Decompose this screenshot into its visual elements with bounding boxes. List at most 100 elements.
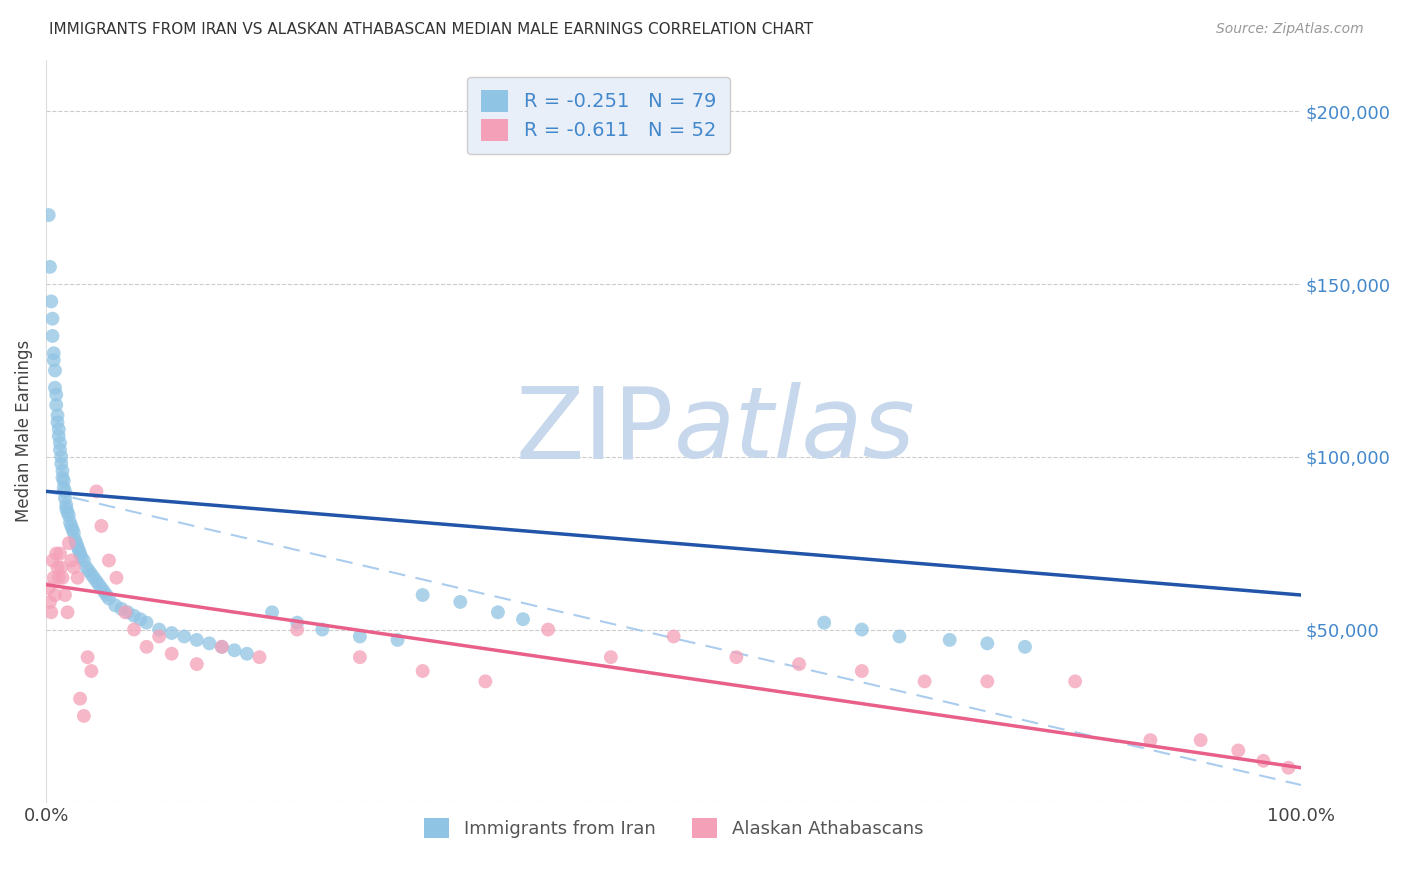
Point <box>45 387 67 401</box>
Point <box>83 571 105 585</box>
Point <box>69 547 91 561</box>
Point <box>725 650 748 665</box>
Point <box>135 615 157 630</box>
Point <box>160 647 183 661</box>
Point <box>56 605 79 619</box>
Point <box>75 560 97 574</box>
Text: atlas: atlas <box>673 383 915 479</box>
Point <box>62 560 84 574</box>
Point <box>52 474 75 488</box>
Point <box>285 615 308 630</box>
Point <box>44 363 66 377</box>
Point <box>46 415 69 429</box>
Point <box>813 615 835 630</box>
Point <box>53 491 76 506</box>
Point <box>51 457 73 471</box>
Point <box>60 519 83 533</box>
Point <box>70 549 93 564</box>
Point <box>160 626 183 640</box>
Point <box>349 650 371 665</box>
Point <box>55 498 77 512</box>
Point <box>66 571 89 585</box>
Point <box>42 571 65 585</box>
Point <box>224 643 246 657</box>
Point <box>110 602 132 616</box>
Point <box>387 632 409 647</box>
Point <box>41 553 63 567</box>
Point <box>58 508 80 523</box>
Point <box>938 632 960 647</box>
Point <box>512 612 534 626</box>
Point <box>114 605 136 619</box>
Point <box>41 329 63 343</box>
Point <box>96 588 118 602</box>
Text: IMMIGRANTS FROM IRAN VS ALASKAN ATHABASCAN MEDIAN MALE EARNINGS CORRELATION CHAR: IMMIGRANTS FROM IRAN VS ALASKAN ATHABASC… <box>49 22 813 37</box>
Point <box>52 481 75 495</box>
Point <box>135 640 157 654</box>
Point <box>93 584 115 599</box>
Point <box>173 630 195 644</box>
Point <box>51 560 73 574</box>
Point <box>486 605 509 619</box>
Point <box>44 588 66 602</box>
Point <box>787 657 810 672</box>
Point <box>349 630 371 644</box>
Point <box>65 536 87 550</box>
Point <box>53 484 76 499</box>
Point <box>42 353 65 368</box>
Point <box>67 543 90 558</box>
Point <box>122 623 145 637</box>
Point <box>58 536 80 550</box>
Point <box>412 588 434 602</box>
Text: Source: ZipAtlas.com: Source: ZipAtlas.com <box>1216 22 1364 37</box>
Y-axis label: Median Male Earnings: Median Male Earnings <box>15 340 32 522</box>
Point <box>851 664 873 678</box>
Point <box>211 640 233 654</box>
Point <box>90 581 112 595</box>
Point <box>41 311 63 326</box>
Point <box>62 522 84 536</box>
Text: ZIP: ZIP <box>515 383 673 479</box>
Point <box>39 595 62 609</box>
Point <box>39 260 62 274</box>
Point <box>599 650 621 665</box>
Point <box>1139 733 1161 747</box>
Point <box>86 574 108 589</box>
Legend: Immigrants from Iran, Alaskan Athabascans: Immigrants from Iran, Alaskan Athabascan… <box>418 811 931 846</box>
Point <box>39 294 62 309</box>
Point <box>105 571 128 585</box>
Point <box>49 547 72 561</box>
Point <box>914 674 936 689</box>
Point <box>249 650 271 665</box>
Point <box>117 605 139 619</box>
Point <box>38 581 60 595</box>
Point <box>45 398 67 412</box>
Point <box>148 630 170 644</box>
Point <box>69 691 91 706</box>
Point <box>48 429 70 443</box>
Point <box>236 647 259 661</box>
Point <box>976 636 998 650</box>
Point <box>285 623 308 637</box>
Point <box>51 571 73 585</box>
Point <box>53 588 76 602</box>
Point <box>86 484 108 499</box>
Point <box>449 595 471 609</box>
Point <box>1253 754 1275 768</box>
Point <box>49 436 72 450</box>
Point <box>122 608 145 623</box>
Point <box>38 208 60 222</box>
Point <box>474 674 496 689</box>
Point <box>889 630 911 644</box>
Point <box>1064 674 1087 689</box>
Point <box>97 553 120 567</box>
Point <box>55 501 77 516</box>
Point <box>45 547 67 561</box>
Point <box>976 674 998 689</box>
Point <box>77 564 100 578</box>
Point <box>662 630 685 644</box>
Point <box>44 381 66 395</box>
Point <box>48 422 70 436</box>
Point <box>80 567 103 582</box>
Point <box>46 409 69 423</box>
